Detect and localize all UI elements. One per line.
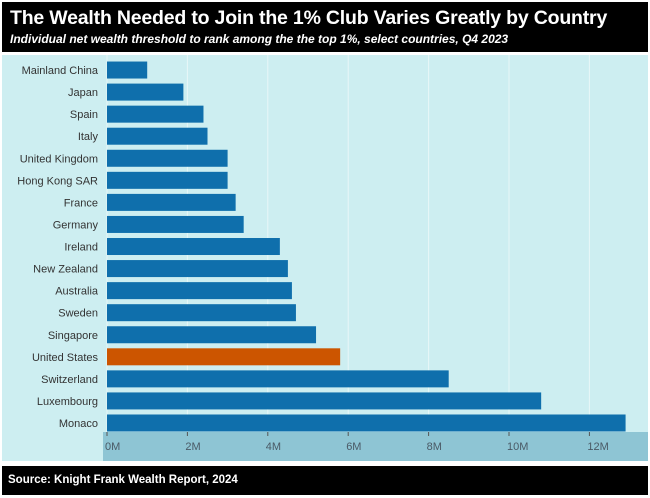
bar-ireland: [107, 238, 280, 256]
bar-luxembourg: [107, 392, 542, 410]
y-category-label: United States: [32, 352, 99, 364]
chart-title: The Wealth Needed to Join the 1% Club Va…: [10, 7, 608, 29]
x-tick-label: 12M: [587, 441, 608, 453]
bar-france: [107, 193, 236, 211]
bar-spain: [107, 105, 204, 123]
y-category-label: Mainland China: [22, 65, 99, 77]
chart-subtitle: Individual net wealth threshold to rank …: [10, 32, 509, 46]
y-category-label: Singapore: [48, 330, 98, 342]
y-category-label: Spain: [70, 109, 98, 121]
x-tick-label: 8M: [427, 441, 442, 453]
y-category-label: Luxembourg: [37, 396, 98, 408]
y-category-label: Switzerland: [41, 374, 98, 386]
bar-united-kingdom: [107, 149, 228, 167]
chart-footer: Source: Knight Frank Wealth Report, 2024: [2, 466, 648, 495]
bar-new-zealand: [107, 260, 288, 278]
y-category-label: Monaco: [59, 418, 98, 430]
y-category-label: Hong Kong SAR: [17, 175, 98, 187]
bar-australia: [107, 282, 292, 300]
bar-switzerland: [107, 370, 449, 388]
y-category-label: Ireland: [64, 242, 98, 254]
x-tick-label: 0M: [105, 441, 120, 453]
bar-hong-kong-sar: [107, 171, 228, 189]
bar-japan: [107, 83, 184, 101]
x-tick-label: 10M: [507, 441, 528, 453]
bar-sweden: [107, 304, 296, 322]
y-category-label: Australia: [55, 286, 99, 298]
source-note: Source: Knight Frank Wealth Report, 2024: [8, 474, 238, 486]
bar-united-states: [107, 348, 341, 366]
bar-mainland-china: [107, 61, 148, 79]
bar-chart: 0M 2M 4M 6M 8M 10M 12M Mainland China Japan Spain…: [17, 55, 648, 461]
chart-panel: 0M 2M 4M 6M 8M 10M 12M Mainland China Japan Spain…: [2, 55, 648, 461]
bar-monaco: [107, 414, 626, 432]
y-category-label: Sweden: [58, 308, 98, 320]
chart-header: The Wealth Needed to Join the 1% Club Va…: [2, 2, 648, 52]
y-category-label: France: [64, 197, 98, 209]
y-category-label: New Zealand: [33, 264, 98, 276]
x-tick-label: 6M: [346, 441, 361, 453]
y-category-label: Japan: [68, 87, 98, 99]
y-category-label: Germany: [53, 219, 99, 231]
bar-singapore: [107, 326, 317, 344]
x-tick-label: 4M: [266, 441, 281, 453]
bar-germany: [107, 215, 244, 233]
x-axis-band: [103, 432, 648, 461]
bar-italy: [107, 127, 208, 145]
y-category-label: United Kingdom: [20, 153, 98, 165]
x-tick-label: 2M: [185, 441, 200, 453]
y-category-label: Italy: [78, 131, 99, 143]
